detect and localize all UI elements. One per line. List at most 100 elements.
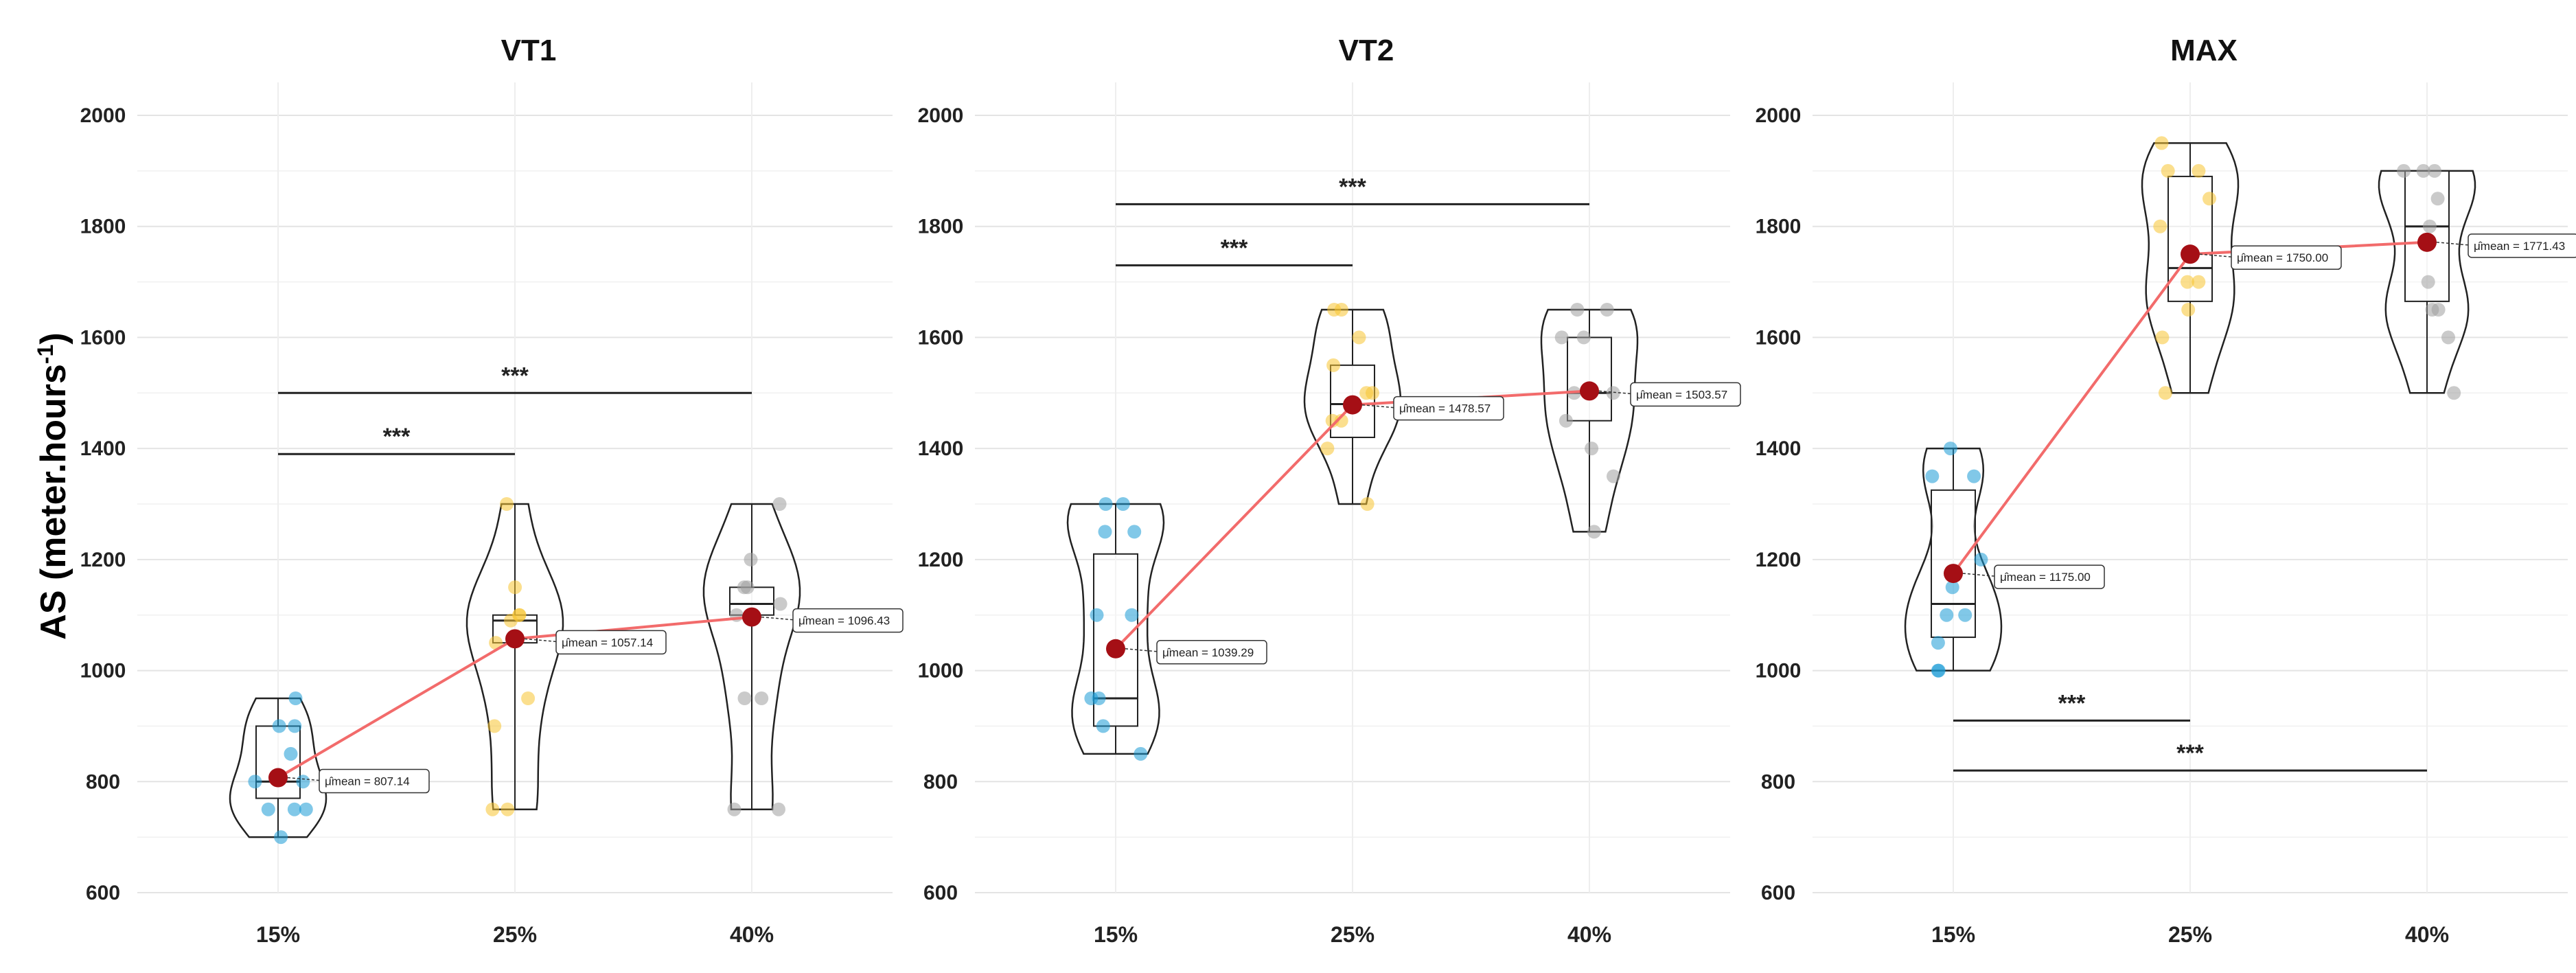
chart-panel-vt2: VT2 600 800 1000 1200 1400 1600 1800 2000 15% 25% 4… xyxy=(918,34,1741,947)
mean-label-leader xyxy=(2436,242,2469,246)
mean-label: μ̂mean = 1057.14 xyxy=(562,636,653,649)
data-point xyxy=(1974,552,1988,566)
data-point xyxy=(1096,719,1110,733)
mean-label-box xyxy=(1156,640,1267,665)
data-point xyxy=(2154,136,2169,150)
data-point xyxy=(1327,303,1342,317)
data-point xyxy=(296,775,310,789)
data-point xyxy=(2181,275,2194,289)
mean-label-box xyxy=(1994,564,2105,589)
data-point xyxy=(2425,303,2439,317)
data-point xyxy=(2181,303,2196,317)
data-point xyxy=(1359,386,1374,400)
data-point xyxy=(487,719,502,733)
data-point xyxy=(299,802,313,816)
violin-15% xyxy=(1904,447,2003,672)
y-tick-label: 2000 xyxy=(1756,104,1802,127)
data-point xyxy=(772,497,787,511)
mean-point xyxy=(268,768,288,788)
y-tick-label: 1800 xyxy=(1756,216,1802,238)
y-tick-label: 1400 xyxy=(918,437,964,460)
data-point xyxy=(500,497,514,511)
chart-title: MAX xyxy=(2170,34,2238,67)
data-point xyxy=(744,552,758,566)
y-tick-label: 1800 xyxy=(80,216,126,238)
data-point xyxy=(501,802,515,816)
data-point xyxy=(2161,163,2175,178)
data-point xyxy=(521,691,536,705)
mean-point xyxy=(2417,232,2437,252)
y-tick-label: 2000 xyxy=(80,104,126,127)
data-point xyxy=(1607,469,1620,483)
mean-label-leader xyxy=(2199,253,2232,257)
mean-label-box xyxy=(555,630,667,655)
significance-label: *** xyxy=(1339,174,1366,200)
y-tick-label: 2000 xyxy=(918,104,964,127)
violin-40% xyxy=(702,503,801,810)
data-point xyxy=(1360,497,1375,511)
data-point xyxy=(288,719,302,733)
mean-label: μ̂mean = 1503.57 xyxy=(1636,388,1727,401)
y-tick-label: 1200 xyxy=(918,549,964,571)
y-tick-label: 1000 xyxy=(918,660,964,683)
y-tick-label: 1600 xyxy=(918,326,964,349)
data-point xyxy=(287,802,301,816)
data-point xyxy=(2192,163,2206,178)
data-point xyxy=(1587,525,1601,539)
significance-label: *** xyxy=(1221,235,1248,261)
box-15% xyxy=(255,725,301,799)
data-point xyxy=(2421,275,2435,289)
data-point xyxy=(2447,386,2461,400)
data-point xyxy=(248,775,262,789)
data-point xyxy=(1320,442,1335,456)
data-point xyxy=(1352,330,1366,345)
significance-label: *** xyxy=(2058,690,2086,716)
mean-label-box xyxy=(319,768,430,794)
data-point xyxy=(1576,330,1591,345)
data-point xyxy=(2422,219,2437,233)
data-point xyxy=(1127,525,1142,539)
y-tick-label: 800 xyxy=(1761,770,1795,793)
data-point xyxy=(2153,219,2167,233)
data-point xyxy=(2192,275,2206,289)
data-point xyxy=(274,830,288,845)
data-point xyxy=(288,691,303,705)
data-point xyxy=(755,691,769,705)
x-tick-label: 25% xyxy=(1331,922,1375,947)
data-point xyxy=(1931,636,1945,650)
mean-label: μ̂mean = 1175.00 xyxy=(2000,571,2091,584)
mean-label: μ̂mean = 1478.57 xyxy=(1399,402,1491,415)
data-point xyxy=(1931,663,1945,678)
data-point xyxy=(512,608,527,622)
mean-point xyxy=(1343,395,1362,415)
y-tick-label: 600 xyxy=(923,882,958,904)
data-point xyxy=(2428,163,2441,178)
data-point xyxy=(1958,608,1973,622)
data-point xyxy=(1559,413,1573,428)
data-point xyxy=(1925,469,1940,483)
mean-point xyxy=(2181,244,2200,264)
x-tick-label: 40% xyxy=(1567,922,1611,947)
chart-panel-vt1: VT1 600 800 1000 1200 1400 1600 1800 2000 15% 25% 4… xyxy=(80,34,904,947)
data-point xyxy=(1585,442,1599,456)
y-tick-label: 1400 xyxy=(1756,437,1802,460)
data-point xyxy=(2441,330,2455,345)
box-40% xyxy=(1567,336,1612,422)
data-point xyxy=(2397,163,2411,178)
x-tick-label: 25% xyxy=(493,922,537,947)
mean-label-leader xyxy=(1125,648,1158,652)
data-point xyxy=(1940,608,1954,622)
mean-label: μ̂mean = 807.14 xyxy=(325,775,410,788)
y-tick-label: 1600 xyxy=(80,326,126,349)
data-point xyxy=(1600,303,1614,317)
y-tick-label: 1400 xyxy=(80,437,126,460)
data-point xyxy=(727,802,741,816)
data-point xyxy=(737,691,752,705)
data-point xyxy=(1125,608,1139,622)
data-point xyxy=(1099,497,1113,511)
mean-label-leader xyxy=(1962,573,1995,577)
data-point xyxy=(2416,163,2430,178)
mean-label-leader xyxy=(761,616,794,621)
data-point xyxy=(1325,413,1339,428)
